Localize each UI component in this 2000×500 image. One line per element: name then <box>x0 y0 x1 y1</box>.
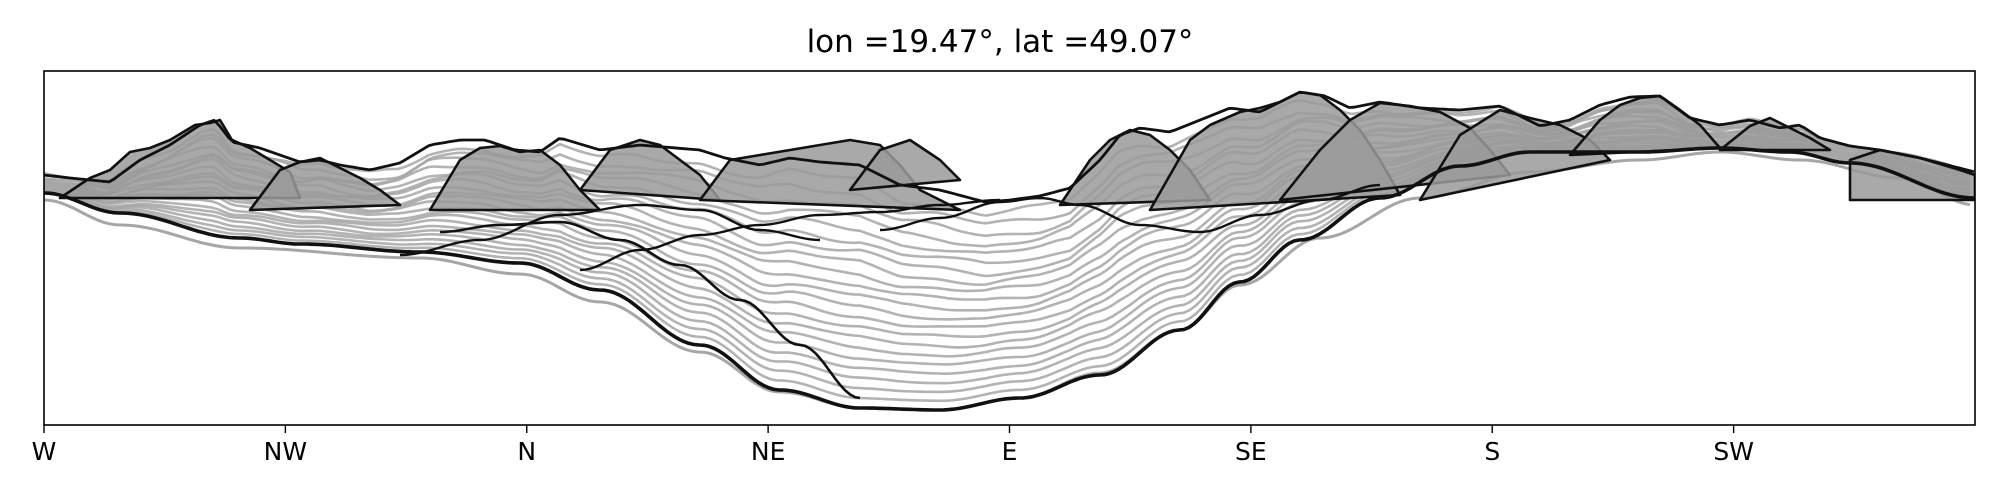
contour-line <box>44 124 1971 312</box>
mountain-peak <box>248 156 402 212</box>
front-ridge-line <box>44 146 1975 412</box>
mountain-peak <box>428 144 602 212</box>
ridge-line <box>439 220 861 400</box>
x-tick-label-nw: NW <box>264 437 307 466</box>
mountain-peak <box>1718 116 1832 152</box>
chart-title: lon =19.47°, lat =49.07° <box>807 24 1194 60</box>
x-tick-label-sw: SW <box>1713 437 1754 466</box>
mountain-silhouettes <box>58 90 1975 212</box>
mountain-peak <box>698 138 962 212</box>
skyline-ridge-line <box>44 91 1975 204</box>
mountain-peak <box>848 138 962 192</box>
x-tick-label-e: E <box>1002 437 1018 466</box>
x-tick-label-se: SE <box>1235 437 1267 466</box>
ridge-lines <box>44 91 1975 412</box>
x-axis: W NW N NE E SE S SW <box>32 425 1754 466</box>
x-tick-label-w: W <box>32 437 57 466</box>
mountain-peak <box>58 118 302 200</box>
x-tick-label-s: S <box>1484 437 1500 466</box>
ridge-line <box>579 198 1001 272</box>
x-tick-label-n: N <box>517 437 536 466</box>
ridge-line <box>399 203 821 257</box>
x-tick-label-ne: NE <box>751 437 786 466</box>
ridge-line <box>879 183 1381 234</box>
